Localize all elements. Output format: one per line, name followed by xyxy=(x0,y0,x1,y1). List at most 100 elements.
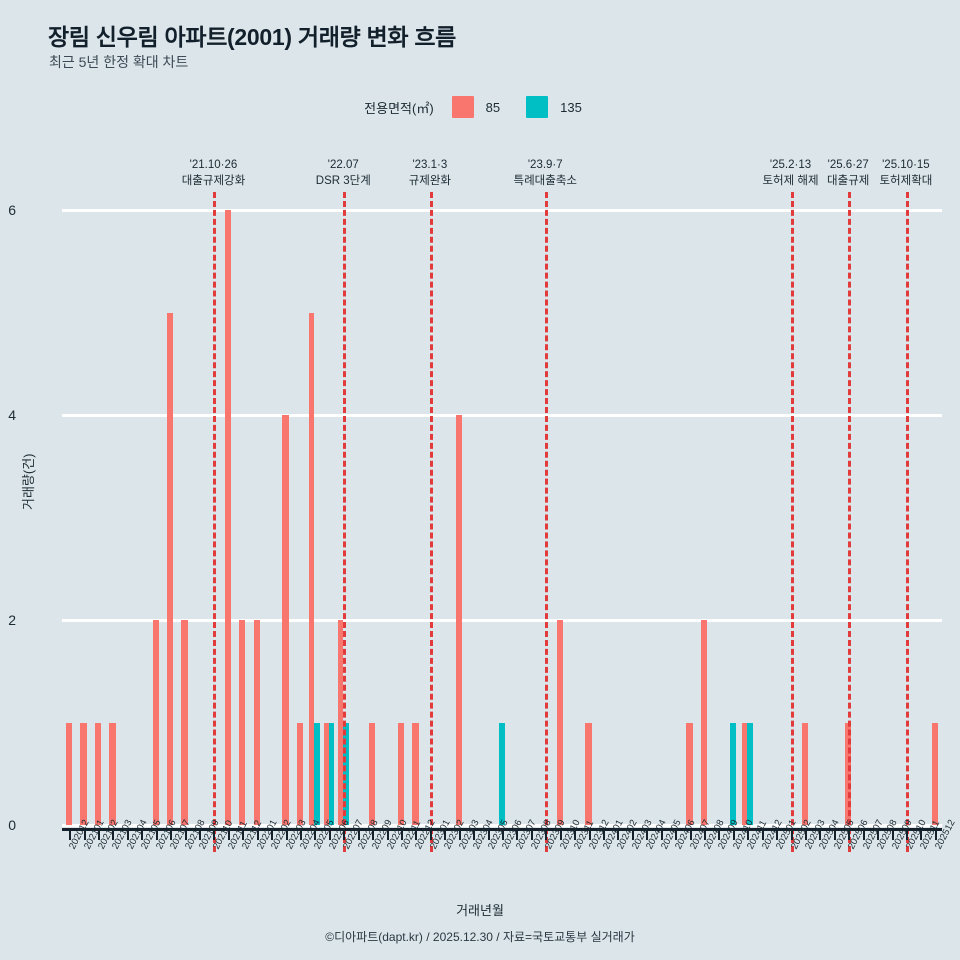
bar-202203-85 xyxy=(282,415,289,825)
y-tick-label: 0 xyxy=(8,817,16,833)
x-tick xyxy=(112,831,115,840)
x-tick xyxy=(891,831,894,840)
bar-202101-85 xyxy=(80,722,87,825)
x-tick xyxy=(487,831,490,840)
y-tick-label: 6 xyxy=(8,202,16,218)
event-date: '25.2·13 xyxy=(769,159,812,171)
event-text: 대출규제강화 xyxy=(181,174,246,187)
gridline xyxy=(62,208,942,212)
x-tick xyxy=(675,831,678,840)
x-tick xyxy=(83,831,86,840)
x-tick xyxy=(444,831,447,840)
event-text: 토허제 해제 xyxy=(762,174,819,187)
event-line-202110 xyxy=(213,192,217,852)
x-tick xyxy=(905,831,908,840)
x-tick xyxy=(502,831,504,840)
x-tick xyxy=(819,831,822,840)
x-tick xyxy=(530,831,533,840)
bar-202306-135 xyxy=(498,722,506,825)
x-tick xyxy=(516,831,519,840)
x-tick xyxy=(747,831,750,840)
event-label-202510: '25.10·15 토허제확대 xyxy=(879,158,932,189)
x-tick xyxy=(401,831,404,840)
bar-202410-135 xyxy=(729,722,736,825)
x-axis-line xyxy=(62,828,942,831)
chart-legend: 전용면적(㎡) 85 135 xyxy=(0,96,960,118)
bar-202411-85 xyxy=(741,722,748,825)
bar-series-layer xyxy=(62,210,942,825)
page-subtitle: 최근 5년 한정 확대 차트 xyxy=(49,54,189,70)
event-line-202502 xyxy=(790,192,794,852)
x-tick xyxy=(314,831,317,840)
x-tick xyxy=(170,831,173,840)
bar-202012-85 xyxy=(66,722,73,825)
x-tick xyxy=(689,831,692,840)
footer-credit: ©디아파트(dapt.kr) / 2025.12.30 / 자료=국토교통부 실… xyxy=(325,930,635,944)
x-tick xyxy=(574,831,577,840)
gridline xyxy=(62,413,942,417)
bar-202108-85 xyxy=(181,620,188,825)
event-date: '22.07 xyxy=(327,159,359,171)
x-tick xyxy=(559,831,562,840)
plot-area: 거래량(건) xyxy=(21,192,942,852)
x-tick xyxy=(227,831,230,840)
bar-202512-85 xyxy=(931,722,938,825)
gridline xyxy=(62,618,942,622)
bar-202102-85 xyxy=(94,722,102,825)
x-tick xyxy=(732,831,735,840)
x-tick xyxy=(213,831,216,840)
x-tick xyxy=(141,831,144,840)
x-tick xyxy=(703,831,706,840)
x-tick xyxy=(271,831,274,840)
bar-202407-85 xyxy=(686,722,693,825)
event-text: 규제완화 xyxy=(408,174,452,187)
legend-swatch-135 xyxy=(526,96,549,118)
bar-202310-85 xyxy=(556,620,563,825)
x-tick xyxy=(343,831,346,840)
x-tick xyxy=(184,831,187,840)
x-tick xyxy=(646,831,649,840)
x-tick xyxy=(69,831,72,840)
event-text: 특례대출축소 xyxy=(513,174,578,187)
bar-202212-85 xyxy=(412,722,419,825)
event-label-202502: '25.2·13 토허제 해제 xyxy=(762,158,818,189)
event-line-202207 xyxy=(343,192,347,852)
y-axis-label: 거래량(건) xyxy=(21,453,36,511)
x-tick xyxy=(848,831,851,840)
event-line-202309 xyxy=(545,192,549,852)
x-tick xyxy=(256,831,259,840)
event-line-202506 xyxy=(848,192,852,852)
event-line-202301 xyxy=(429,192,433,852)
event-label-202110: '21.10·26 대출규제강화 xyxy=(182,158,245,189)
x-tick xyxy=(458,831,461,840)
event-date: '25.10·15 xyxy=(882,159,930,171)
x-tick xyxy=(718,831,721,840)
bar-202206-135 xyxy=(328,722,335,825)
event-date: '23.1·3 xyxy=(412,159,448,171)
y-tick-label: 4 xyxy=(8,407,16,423)
event-date: '21.10·26 xyxy=(189,159,238,171)
bar-202312-85 xyxy=(585,722,592,825)
page-title: 장림 신우림 아파트(2001) 거래량 변화 흐름 xyxy=(48,24,457,50)
event-text: DSR 3단계 xyxy=(315,174,371,187)
event-label-202309: '23.9·7 특례대출축소 xyxy=(514,158,577,189)
x-tick xyxy=(242,831,245,840)
x-tick xyxy=(300,831,303,840)
x-tick xyxy=(545,831,548,840)
event-label-202207: '22.07 DSR 3단계 xyxy=(316,158,371,189)
y-tick-label: 2 xyxy=(8,612,16,628)
bar-202204-85 xyxy=(296,722,304,825)
x-tick xyxy=(877,831,880,840)
event-line-202510 xyxy=(905,192,909,852)
bar-202303-85 xyxy=(455,415,462,825)
x-tick xyxy=(386,831,389,840)
bar-202107-85 xyxy=(167,312,174,825)
event-text: 토허제확대 xyxy=(879,174,933,187)
x-tick xyxy=(415,831,418,840)
x-tick xyxy=(862,831,865,840)
legend-label-135: 135 xyxy=(560,99,582,115)
bar-202106-85 xyxy=(152,620,159,825)
x-tick xyxy=(920,831,923,840)
x-tick xyxy=(804,831,807,840)
